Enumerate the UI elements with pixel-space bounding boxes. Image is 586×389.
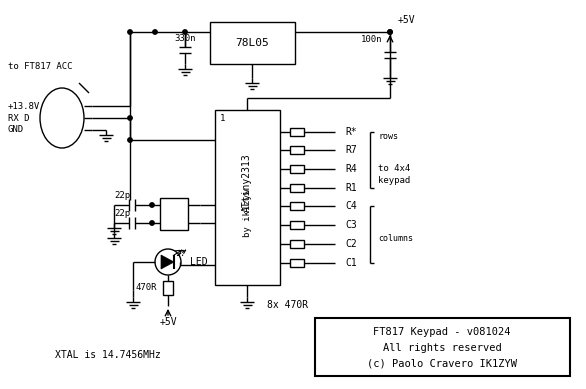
Circle shape <box>128 116 132 120</box>
Text: 100n: 100n <box>361 35 383 44</box>
Text: +5V: +5V <box>159 317 177 327</box>
Bar <box>160 198 188 230</box>
Text: +13.8V: +13.8V <box>8 102 40 110</box>
Text: R*: R* <box>345 127 357 137</box>
Text: 78L05: 78L05 <box>235 38 269 48</box>
Bar <box>290 165 304 173</box>
Text: GND: GND <box>8 126 24 135</box>
Circle shape <box>150 221 154 225</box>
Text: by ik1zyw: by ik1zyw <box>243 189 251 237</box>
Text: FT817 Keypad - v081024: FT817 Keypad - v081024 <box>373 327 511 337</box>
Text: C2: C2 <box>345 239 357 249</box>
Text: All rights reserved: All rights reserved <box>383 343 502 353</box>
Text: keypad: keypad <box>378 175 410 184</box>
Text: 330n: 330n <box>174 33 196 42</box>
Text: to 4x4: to 4x4 <box>378 163 410 172</box>
Text: 470R: 470R <box>135 284 156 293</box>
Bar <box>215 110 280 285</box>
Text: R1: R1 <box>345 183 357 193</box>
Text: R7: R7 <box>345 145 357 155</box>
Bar <box>290 128 304 136</box>
Bar <box>163 281 173 295</box>
Bar <box>290 240 304 248</box>
Text: (c) Paolo Cravero IK1ZYW: (c) Paolo Cravero IK1ZYW <box>367 359 517 369</box>
Text: RX D: RX D <box>8 114 29 123</box>
Polygon shape <box>161 255 174 269</box>
Circle shape <box>183 30 187 34</box>
Text: C1: C1 <box>345 258 357 268</box>
Text: +5V: +5V <box>398 15 415 25</box>
Text: C3: C3 <box>345 220 357 230</box>
Circle shape <box>388 30 392 34</box>
Bar <box>290 202 304 210</box>
Text: ATtiny2313: ATtiny2313 <box>242 154 252 212</box>
Text: C4: C4 <box>345 201 357 211</box>
Text: 22p: 22p <box>114 209 130 217</box>
Bar <box>290 184 304 192</box>
Circle shape <box>150 203 154 207</box>
Text: R4: R4 <box>345 164 357 174</box>
Circle shape <box>128 138 132 142</box>
Bar <box>290 146 304 154</box>
Text: 1: 1 <box>220 114 226 123</box>
Bar <box>210 22 295 64</box>
Bar <box>315 318 570 376</box>
Text: 22p: 22p <box>114 191 130 200</box>
Text: to FT817 ACC: to FT817 ACC <box>8 61 73 70</box>
Circle shape <box>153 30 157 34</box>
Bar <box>290 259 304 267</box>
Text: columns: columns <box>378 233 413 242</box>
Circle shape <box>388 30 392 34</box>
Text: rows: rows <box>378 131 398 140</box>
Bar <box>290 221 304 229</box>
Circle shape <box>128 30 132 34</box>
Text: LED: LED <box>190 257 207 267</box>
Text: XTAL is 14.7456MHz: XTAL is 14.7456MHz <box>55 350 161 360</box>
Text: 8x 470R: 8x 470R <box>267 300 308 310</box>
